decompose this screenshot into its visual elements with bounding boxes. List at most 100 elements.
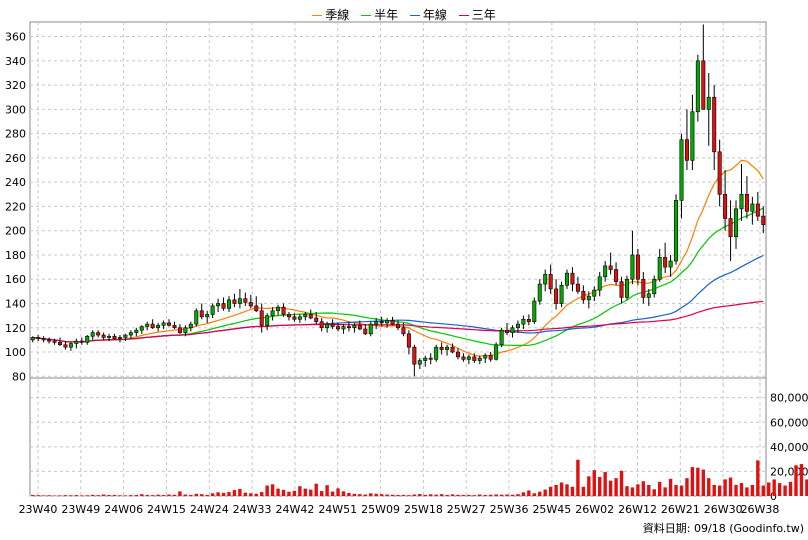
candle-body-133 [755, 203, 760, 217]
volume-bar-73 [429, 494, 433, 496]
candle-body-81 [472, 356, 477, 361]
candle-body-35 [221, 303, 226, 309]
volume-bar-38 [238, 488, 242, 496]
volume-bar-109 [625, 486, 629, 496]
candle-body-74 [434, 346, 439, 360]
x-tick-label-11: 25W36 [490, 503, 529, 516]
volume-tick-label-0: 0 [770, 490, 777, 503]
candle-body-33 [210, 305, 215, 315]
candle-body-66 [390, 320, 395, 325]
volume-bar-136 [772, 479, 776, 496]
candle-body-38 [237, 298, 242, 304]
volume-bar-6 [63, 495, 68, 496]
volume-bar-78 [456, 494, 460, 496]
price-tick-label-7: 220 [5, 200, 26, 213]
candle-body-102 [586, 295, 591, 301]
volume-bar-129 [734, 484, 738, 496]
candle-body-105 [603, 265, 608, 278]
volume-bar-121 [690, 467, 695, 496]
x-tick-label-1: 23W49 [61, 503, 100, 516]
price-tick-label-12: 320 [5, 79, 26, 92]
volume-bar-104 [598, 476, 602, 496]
candle-body-8 [74, 340, 79, 344]
candle-body-0 [30, 337, 35, 341]
volume-bar-80 [467, 494, 471, 496]
x-tick-label-3: 24W15 [147, 503, 186, 516]
candle-body-82 [477, 357, 482, 361]
volume-bar-58 [347, 492, 351, 496]
candle-body-44 [270, 310, 275, 316]
price-tick-label-3: 140 [5, 297, 26, 310]
candle-body-32 [205, 314, 210, 318]
candle-body-53 [319, 321, 324, 329]
volume-bar-70 [412, 494, 417, 496]
candle-body-27 [177, 327, 182, 333]
volume-bar-41 [254, 493, 258, 496]
volume-bar-88 [510, 494, 515, 496]
volume-bar-93 [538, 491, 542, 496]
volume-bar-134 [761, 485, 765, 496]
price-tick-label-11: 300 [5, 103, 26, 116]
candle-body-45 [276, 306, 281, 312]
volume-bar-47 [287, 491, 291, 496]
volume-bar-107 [614, 478, 618, 496]
candle-body-22 [150, 323, 155, 329]
price-tick-label-13: 340 [5, 55, 26, 68]
candle-body-50 [303, 314, 308, 318]
volume-bar-10 [85, 495, 89, 496]
volume-bar-131 [745, 487, 749, 496]
volume-bar-52 [314, 483, 318, 496]
volume-bar-142 [805, 479, 808, 496]
candle-body-48 [292, 316, 297, 320]
legend-item-year-ma: 年線 [409, 6, 447, 23]
volume-bar-61 [363, 494, 367, 496]
volume-bar-2 [41, 495, 46, 496]
volume-bar-81 [472, 495, 477, 496]
candle-body-58 [346, 326, 351, 329]
x-tick-label-12: 25W45 [532, 503, 571, 516]
candle-body-121 [690, 111, 695, 161]
volume-bar-103 [592, 470, 596, 496]
volume-bar-127 [723, 479, 727, 496]
candle-body-93 [537, 283, 542, 302]
volume-bar-36 [227, 492, 231, 496]
volume-bar-57 [341, 491, 346, 496]
volume-bar-22 [150, 495, 155, 496]
candle-body-5 [57, 342, 62, 346]
price-tick-label-5: 180 [5, 249, 26, 262]
price-panel-frame [29, 21, 767, 387]
candle-body-12 [96, 332, 101, 336]
candle-body-95 [548, 274, 553, 290]
volume-bar-45 [276, 488, 280, 496]
candle-body-84 [488, 355, 493, 360]
volume-tick-label-2: 40,000 [770, 441, 808, 454]
candle-body-129 [734, 208, 739, 238]
candle-body-79 [461, 356, 466, 360]
volume-bar-86 [499, 494, 504, 496]
candle-body-77 [450, 346, 455, 353]
volume-bar-13 [101, 494, 106, 496]
candle-body-108 [619, 281, 624, 298]
candle-body-127 [723, 193, 728, 219]
candle-body-75 [439, 346, 444, 350]
volume-bar-46 [281, 489, 286, 496]
candle-body-124 [706, 96, 711, 110]
candle-body-42 [259, 310, 264, 326]
volume-bar-23 [156, 494, 160, 496]
candle-body-92 [532, 300, 537, 322]
volume-bar-124 [707, 478, 711, 496]
legend-swatch-quarter [312, 15, 323, 16]
volume-bar-27 [178, 491, 182, 496]
candle-body-70 [412, 346, 417, 365]
x-tick-label-9: 25W18 [404, 503, 443, 516]
candle-body-101 [581, 291, 586, 301]
legend-item-half-year-ma: 半年 [361, 6, 398, 23]
x-tick-label-10: 25W27 [447, 503, 486, 516]
volume-bar-62 [369, 493, 373, 496]
volume-panel-frame [29, 377, 767, 497]
legend-swatch-year [409, 15, 420, 16]
candle-body-69 [406, 333, 411, 348]
candle-body-115 [657, 257, 662, 280]
candle-body-28 [183, 327, 188, 333]
